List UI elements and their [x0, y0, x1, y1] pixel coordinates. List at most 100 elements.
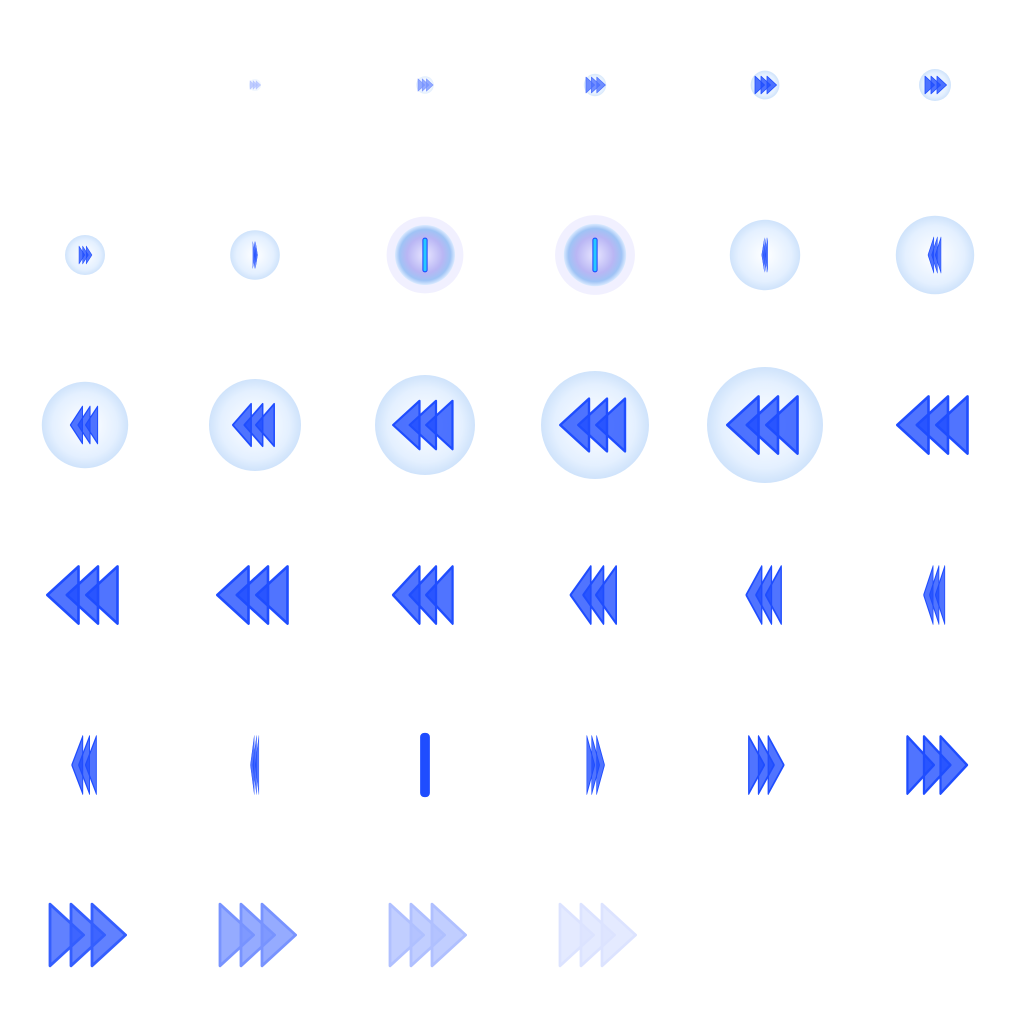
arrow-group [249, 80, 262, 90]
frame-16 [680, 340, 850, 510]
chevron-mark [250, 735, 255, 795]
rewind-icon [707, 367, 823, 483]
arrow-group [592, 237, 598, 273]
chevron-mark [69, 405, 83, 445]
bar-icon [729, 219, 801, 291]
chevron-mark [760, 75, 772, 95]
frame-33 [510, 850, 680, 1020]
rewind-icon [745, 565, 782, 625]
chevron-mark [69, 902, 106, 968]
frame-26 [340, 680, 510, 850]
chevron-mark [569, 565, 592, 625]
bar-icon [555, 215, 635, 295]
arrow-group [391, 399, 454, 451]
chevron-mark [85, 565, 119, 625]
chevron-mark [765, 395, 799, 455]
chevron-mark [388, 902, 425, 968]
frame-6 [0, 170, 170, 340]
arrow-group [252, 241, 258, 269]
frame-13 [170, 340, 340, 510]
chevron-mark [923, 565, 934, 625]
chevron-mark [745, 395, 780, 455]
fast-forward-icon [65, 235, 105, 275]
frame-22 [680, 510, 850, 680]
rewind-icon [391, 565, 454, 625]
frame-23 [850, 510, 1020, 680]
frame-14 [340, 340, 510, 510]
frame-25 [170, 680, 340, 850]
frame-31 [170, 850, 340, 1020]
chevron-mark [215, 565, 250, 625]
chevron-mark [391, 565, 421, 625]
frame-27 [510, 680, 680, 850]
rewind-icon [569, 565, 617, 625]
chevron-mark [748, 735, 765, 795]
chevron-mark [558, 397, 591, 453]
chevron-mark [255, 80, 262, 90]
fast-forward-icon [748, 735, 785, 795]
arrow-group [745, 565, 782, 625]
arrow-group [754, 75, 778, 95]
arrow-group [585, 76, 606, 94]
arrow-group [906, 735, 969, 795]
arrow-group [215, 565, 289, 625]
chevron-mark [935, 236, 942, 274]
arrow-group [924, 75, 948, 95]
chevron-mark [421, 78, 430, 92]
arrow-group [218, 902, 297, 968]
chevron-mark [586, 735, 595, 795]
fast-forward-icon [583, 73, 607, 97]
rewind-icon [923, 565, 946, 625]
chevron-mark [600, 902, 637, 968]
chevron-mark [90, 902, 127, 968]
arrow-group [725, 395, 799, 455]
fast-forward-icon [218, 902, 297, 968]
chevron-mark [579, 902, 616, 968]
fast-forward-icon [558, 902, 637, 968]
chevron-mark [78, 245, 85, 265]
chevron-mark [582, 565, 605, 625]
chevron-mark [761, 237, 765, 273]
arrow-group [558, 397, 627, 453]
chevron-mark [935, 565, 946, 625]
chevron-mark [48, 902, 85, 968]
rewind-icon [41, 381, 129, 469]
bar-icon [420, 732, 430, 798]
frame-1 [170, 0, 340, 170]
chevron-mark [65, 565, 100, 625]
arrow-group [558, 902, 637, 968]
bubble-glow [249, 79, 261, 91]
bar-icon [250, 735, 260, 795]
arrow-group [927, 236, 942, 274]
chevron-mark [430, 902, 467, 968]
chevron-mark [255, 565, 289, 625]
arrow-group [45, 565, 119, 625]
chevron-mark [77, 405, 91, 445]
chevron-mark [252, 80, 259, 90]
chevron-mark [82, 245, 89, 265]
frame-4 [680, 0, 850, 170]
arrow-group [895, 395, 969, 455]
chevron-mark [85, 735, 97, 795]
bar-icon [230, 230, 280, 280]
chevron-mark [595, 397, 627, 453]
frame-32 [340, 850, 510, 1020]
chevron-mark [425, 399, 454, 451]
chevron-mark [426, 78, 434, 92]
arrow-group [48, 902, 127, 968]
chevron-mark [408, 399, 438, 451]
chevron-mark [239, 902, 276, 968]
rewind-icon [215, 565, 289, 625]
rewind-icon [541, 371, 649, 479]
bar-mark [592, 237, 598, 273]
frame-10 [680, 170, 850, 340]
chevron-mark [231, 402, 252, 448]
arrow-group [417, 78, 434, 92]
chevron-mark [930, 75, 942, 95]
arrow-group [391, 565, 454, 625]
frame-15 [510, 340, 680, 510]
chevron-mark [766, 75, 778, 95]
chevron-mark [252, 241, 255, 269]
chevron-mark [591, 735, 600, 795]
fast-forward-icon [388, 902, 467, 968]
